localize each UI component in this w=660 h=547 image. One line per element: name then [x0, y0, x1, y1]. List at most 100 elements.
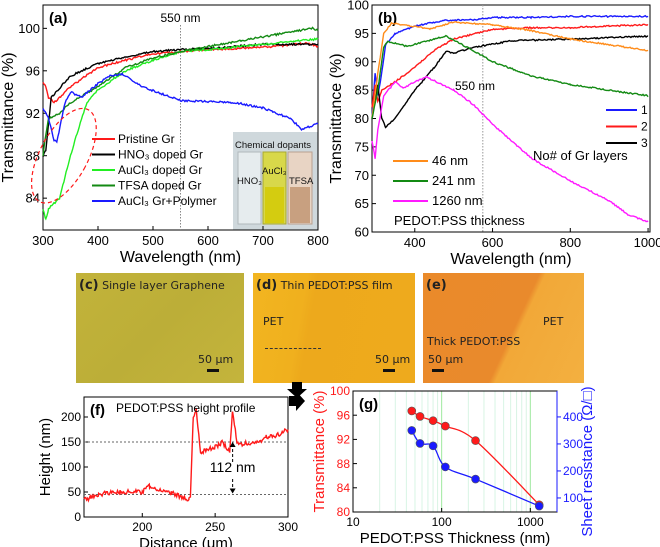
series-line-height — [83, 408, 289, 503]
thickness-annotation: 112 nm — [210, 459, 256, 475]
y-tick-label: 96 — [26, 63, 40, 78]
data-point-sheet-resistance — [471, 474, 480, 484]
arrow-down-icon — [287, 382, 307, 398]
data-point-sheet-resistance — [534, 501, 544, 511]
pet-label: PET — [543, 315, 564, 328]
legend-label: 241 nm — [432, 173, 475, 188]
x-tick-label: 800 — [307, 233, 329, 248]
arrow-right-icon — [289, 391, 305, 411]
x-tick-label: 300 — [32, 233, 54, 248]
series-line-transmittance — [411, 410, 540, 506]
x-tick-label: 1000 — [517, 515, 544, 529]
image-e-label: (e) — [426, 278, 447, 293]
data-point-sheet-resistance — [415, 439, 425, 448]
y-tick-label: 95 — [355, 26, 369, 41]
y-tick-label: 96 — [337, 408, 351, 422]
data-point-sheet-resistance — [407, 426, 417, 435]
legend-title-layers: No# of Gr layers — [533, 148, 628, 163]
y-tick-label: 92 — [26, 106, 40, 121]
series-line-241-nm — [371, 34, 649, 120]
y2-tick-label: 300 — [563, 437, 583, 451]
y-axis-label: Transmittance (%) — [311, 391, 328, 513]
chart-title: PEDOT:PSS height profile — [116, 401, 256, 415]
y-axis-label: Transmittance (%) — [0, 52, 17, 182]
y-tick-label: 84 — [337, 481, 351, 495]
y-tick-label: 80 — [355, 111, 369, 126]
x-tick-label: 600 — [482, 235, 504, 250]
x-axis-label: Wavelength (nm) — [450, 251, 571, 268]
x-tick-label: 400 — [87, 233, 109, 248]
y-axis-label: Transmittance (%) — [328, 53, 345, 183]
inset-label-hno3: HNO₃ — [237, 176, 262, 187]
panel-label: (g) — [359, 396, 378, 413]
image-c-caption: (c) Single layer Graphene — [79, 278, 225, 293]
x-tick-label: 200 — [132, 520, 152, 534]
y-tick-label: 150 — [61, 435, 81, 449]
legend-label: Pristine Gr — [118, 132, 175, 146]
x-axis-label: Wavelength (nm) — [120, 249, 241, 266]
label-bg — [210, 462, 255, 478]
y-tick-label: 0 — [74, 510, 81, 524]
y-tick-label: 100 — [18, 21, 40, 36]
dopant-photo-inset: Chemical dopants HNO₃ AuCl₃ TFSA — [233, 132, 318, 230]
x-tick-label: 600 — [197, 233, 219, 248]
y-tick-label: 50 — [68, 485, 82, 499]
profile-line — [265, 348, 321, 349]
x-axis-label: PEDOT:PSS Thickness (nm) — [360, 530, 551, 547]
y2-tick-label: 100 — [563, 491, 583, 505]
scale-bar — [207, 369, 219, 372]
image-d-thin-pedot: (d) Thin PEDOT:PSS film PET 50 μm — [253, 273, 415, 383]
series-line-1260-nm — [371, 75, 649, 223]
image-e-thick-pedot: (e) PET Thick PEDOT:PSS 50 μm — [423, 273, 584, 383]
chart-a: 300 400 500 600 700 800 84 88 92 96 100 Wavelength … — [0, 4, 329, 266]
y-axis-label: Height (nm) — [37, 418, 54, 496]
y-tick-label: 60 — [355, 225, 369, 240]
x-tick-label: 800 — [559, 235, 581, 250]
panel-label: (a) — [49, 10, 67, 27]
x-tick-label: 400 — [404, 235, 426, 250]
scale-bar-label: 50 μm — [198, 353, 234, 366]
inset-label-tfsa: TFSA — [289, 176, 314, 187]
y-tick-label: 90 — [355, 54, 369, 69]
x-tick-label: 700 — [252, 233, 274, 248]
arrow-up-icon — [229, 442, 236, 447]
y-tick-label: 88 — [26, 148, 40, 163]
inset-label-aucl3: AuCl₃ — [262, 166, 287, 177]
x-tick-label: 100 — [432, 515, 452, 529]
data-point-transmittance — [415, 412, 425, 421]
data-point-transmittance — [407, 406, 417, 416]
y-tick-label: 80 — [337, 505, 351, 519]
series-line-46-nm — [371, 20, 649, 118]
y-tick-label: 200 — [61, 410, 81, 424]
scale-bar — [432, 369, 444, 372]
scale-bar-label: 50 μm — [375, 353, 411, 366]
legend-label: AuCl₃ doped Gr — [118, 163, 202, 177]
y-tick-label: 100 — [347, 0, 369, 13]
series-line-3 — [371, 34, 649, 129]
legend-label: 3 — [641, 136, 648, 150]
y2-tick-label: 200 — [563, 464, 583, 478]
panel-label: (f) — [90, 402, 105, 419]
data-point-transmittance — [441, 421, 450, 431]
data-point-sheet-resistance — [428, 441, 438, 451]
y-tick-label: 84 — [26, 191, 40, 206]
marker-label: 550 nm — [455, 79, 495, 93]
data-point-sheet-resistance — [441, 462, 450, 472]
data-point-transmittance — [471, 436, 480, 445]
plot-frame — [371, 4, 651, 233]
x-tick-label: 300 — [278, 520, 298, 534]
series-line-2 — [371, 23, 649, 108]
thick-pedot-label: Thick PEDOT:PSS — [427, 335, 521, 348]
plot-frame — [83, 396, 289, 518]
data-point-transmittance — [428, 416, 438, 425]
marker-label: 550 nm — [160, 11, 200, 25]
y-tick-label: 100 — [330, 384, 350, 398]
legend-label: TFSA doped Gr — [118, 179, 201, 193]
legend-label: 1 — [641, 103, 648, 117]
x-tick-label: 1000 — [634, 235, 660, 250]
scale-bar — [383, 369, 395, 372]
x-tick-label: 250 — [205, 520, 225, 534]
